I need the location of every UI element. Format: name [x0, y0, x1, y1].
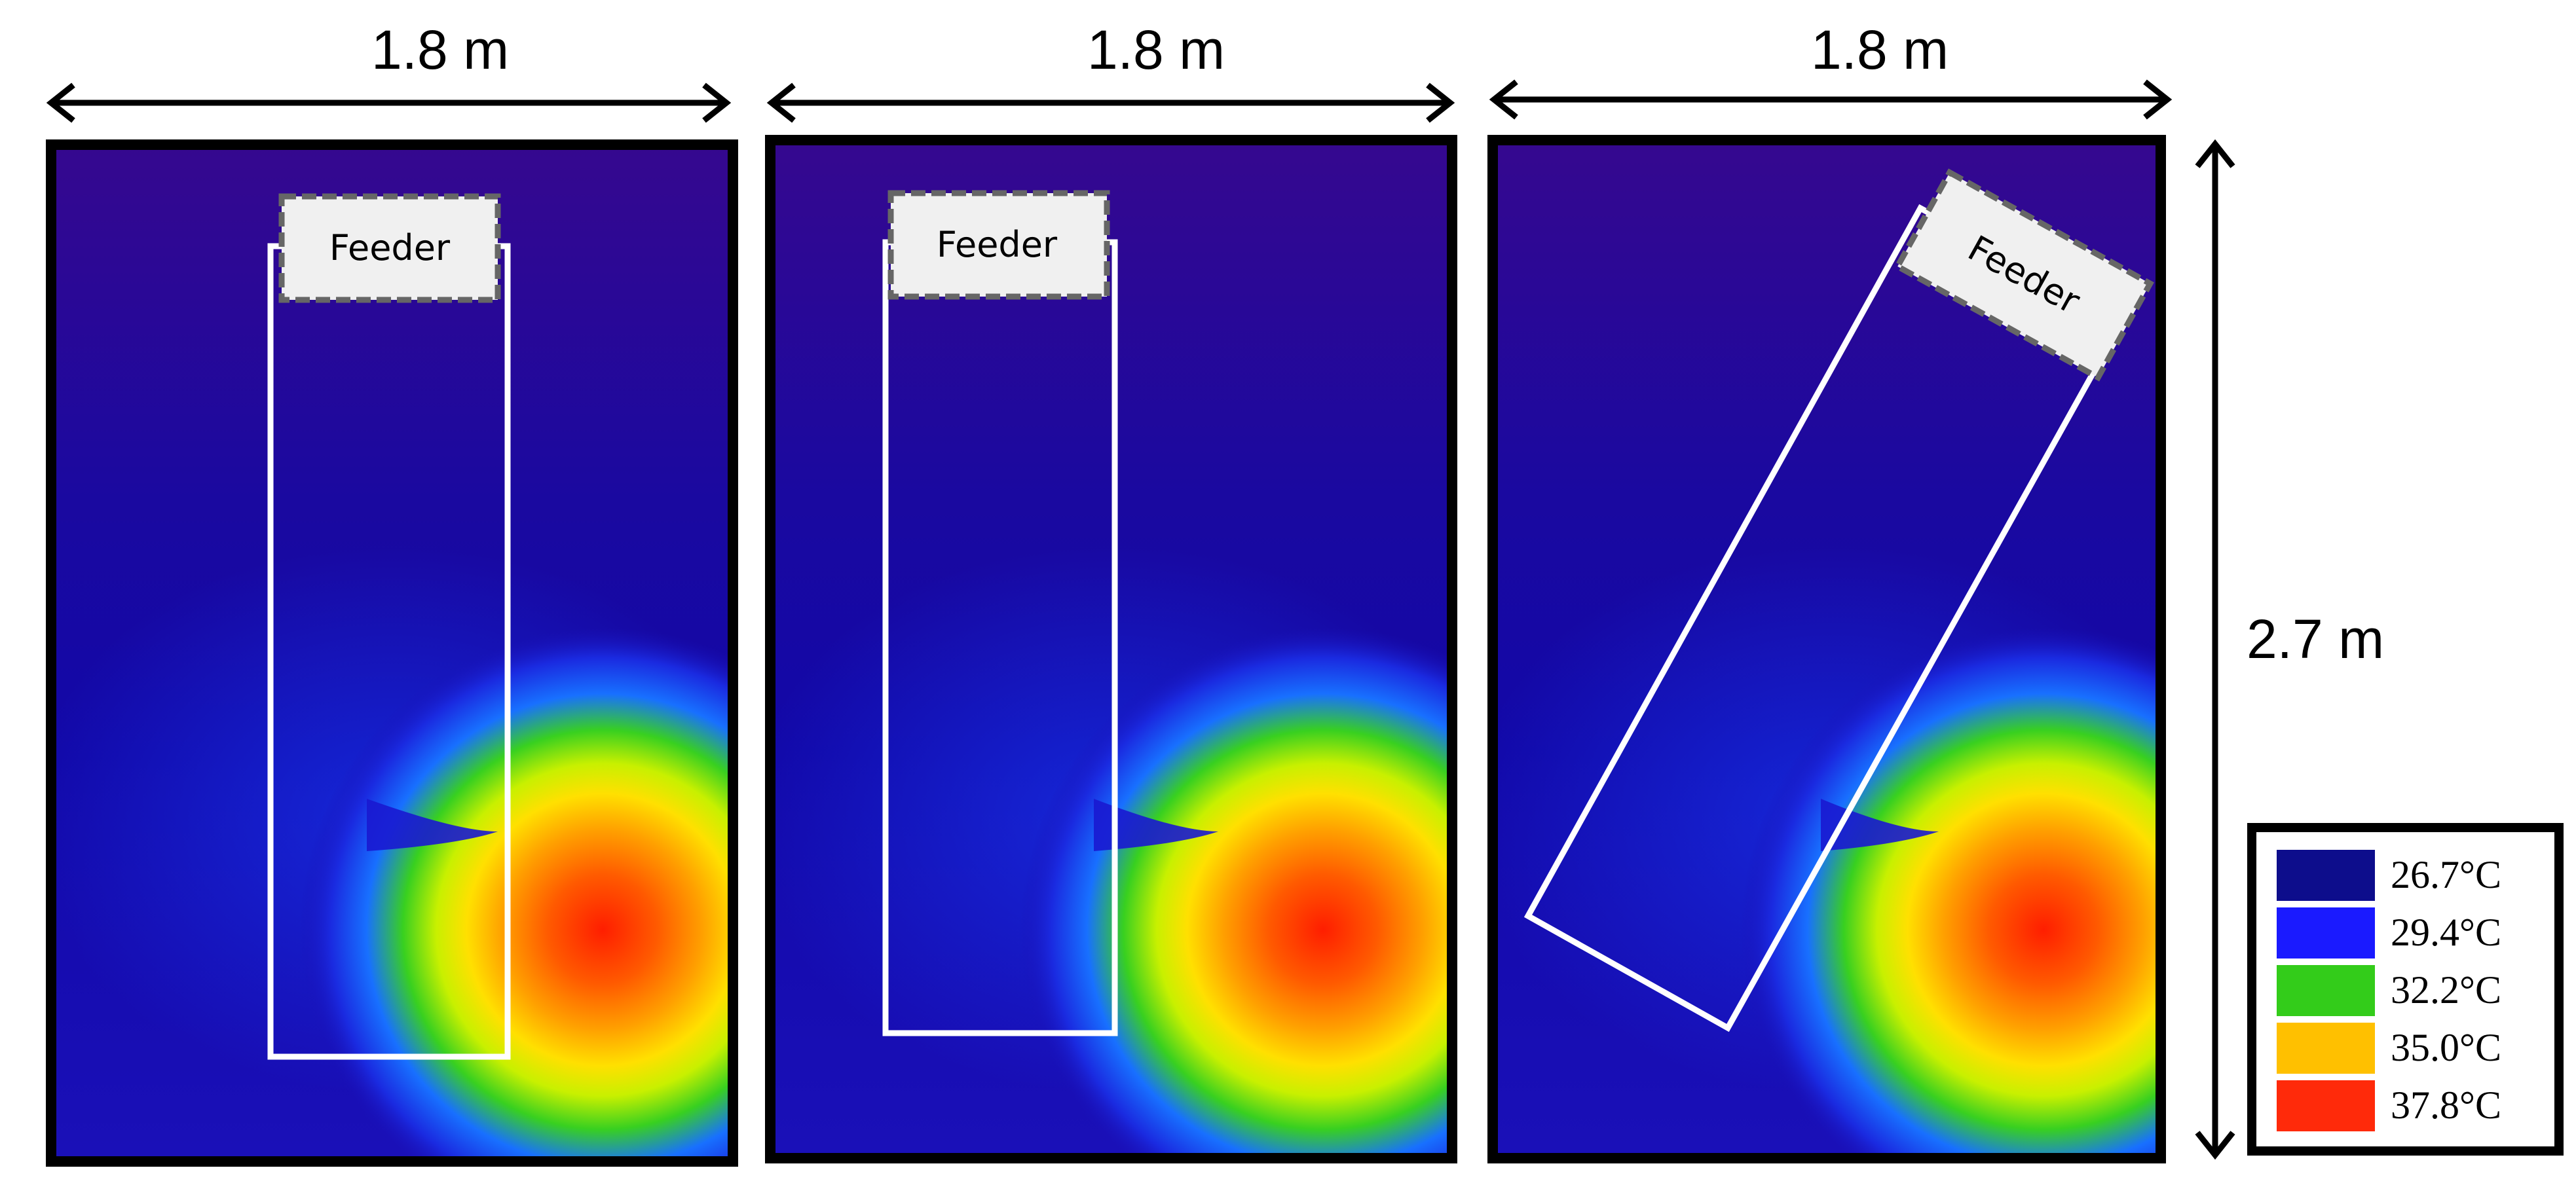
legend-swatch: [2277, 965, 2375, 1016]
legend-label: 37.8°C: [2391, 1084, 2501, 1127]
width-dimension-3: 1.8 m: [1489, 19, 2173, 120]
feeder-label: Feeder: [937, 224, 1058, 265]
legend-label: 32.2°C: [2391, 968, 2501, 1012]
thermal-panel-2: Feeder: [765, 135, 1457, 1163]
legend-label: 35.0°C: [2391, 1026, 2501, 1069]
legend-swatch: [2277, 1023, 2375, 1074]
legend-swatch: [2277, 1080, 2375, 1131]
width-label: 1.8 m: [371, 19, 509, 81]
legend-label: 29.4°C: [2391, 911, 2501, 954]
height-dimension: 2.7 m: [2195, 139, 2384, 1160]
feeder-box: Feeder: [278, 193, 501, 303]
width-label: 1.8 m: [1811, 19, 1949, 81]
legend-label: 26.7°C: [2391, 853, 2501, 896]
width-dimension-1: 1.8 m: [46, 19, 732, 123]
width-label: 1.8 m: [1087, 19, 1225, 81]
thermal-panel-3: Feeder: [1487, 135, 2166, 1163]
height-label: 2.7 m: [2247, 608, 2384, 670]
feeder-box: Feeder: [1894, 168, 2154, 382]
temperature-legend: 26.7°C 29.4°C 32.2°C 35.0°C 37.8°C: [2247, 823, 2564, 1156]
feeder-label: Feeder: [329, 227, 451, 268]
width-dimension-2: 1.8 m: [766, 19, 1455, 123]
thermal-panel-1: Feeder: [46, 139, 738, 1167]
legend-swatch: [2277, 850, 2375, 901]
legend-swatch: [2277, 907, 2375, 959]
feeder-box: Feeder: [887, 190, 1110, 300]
